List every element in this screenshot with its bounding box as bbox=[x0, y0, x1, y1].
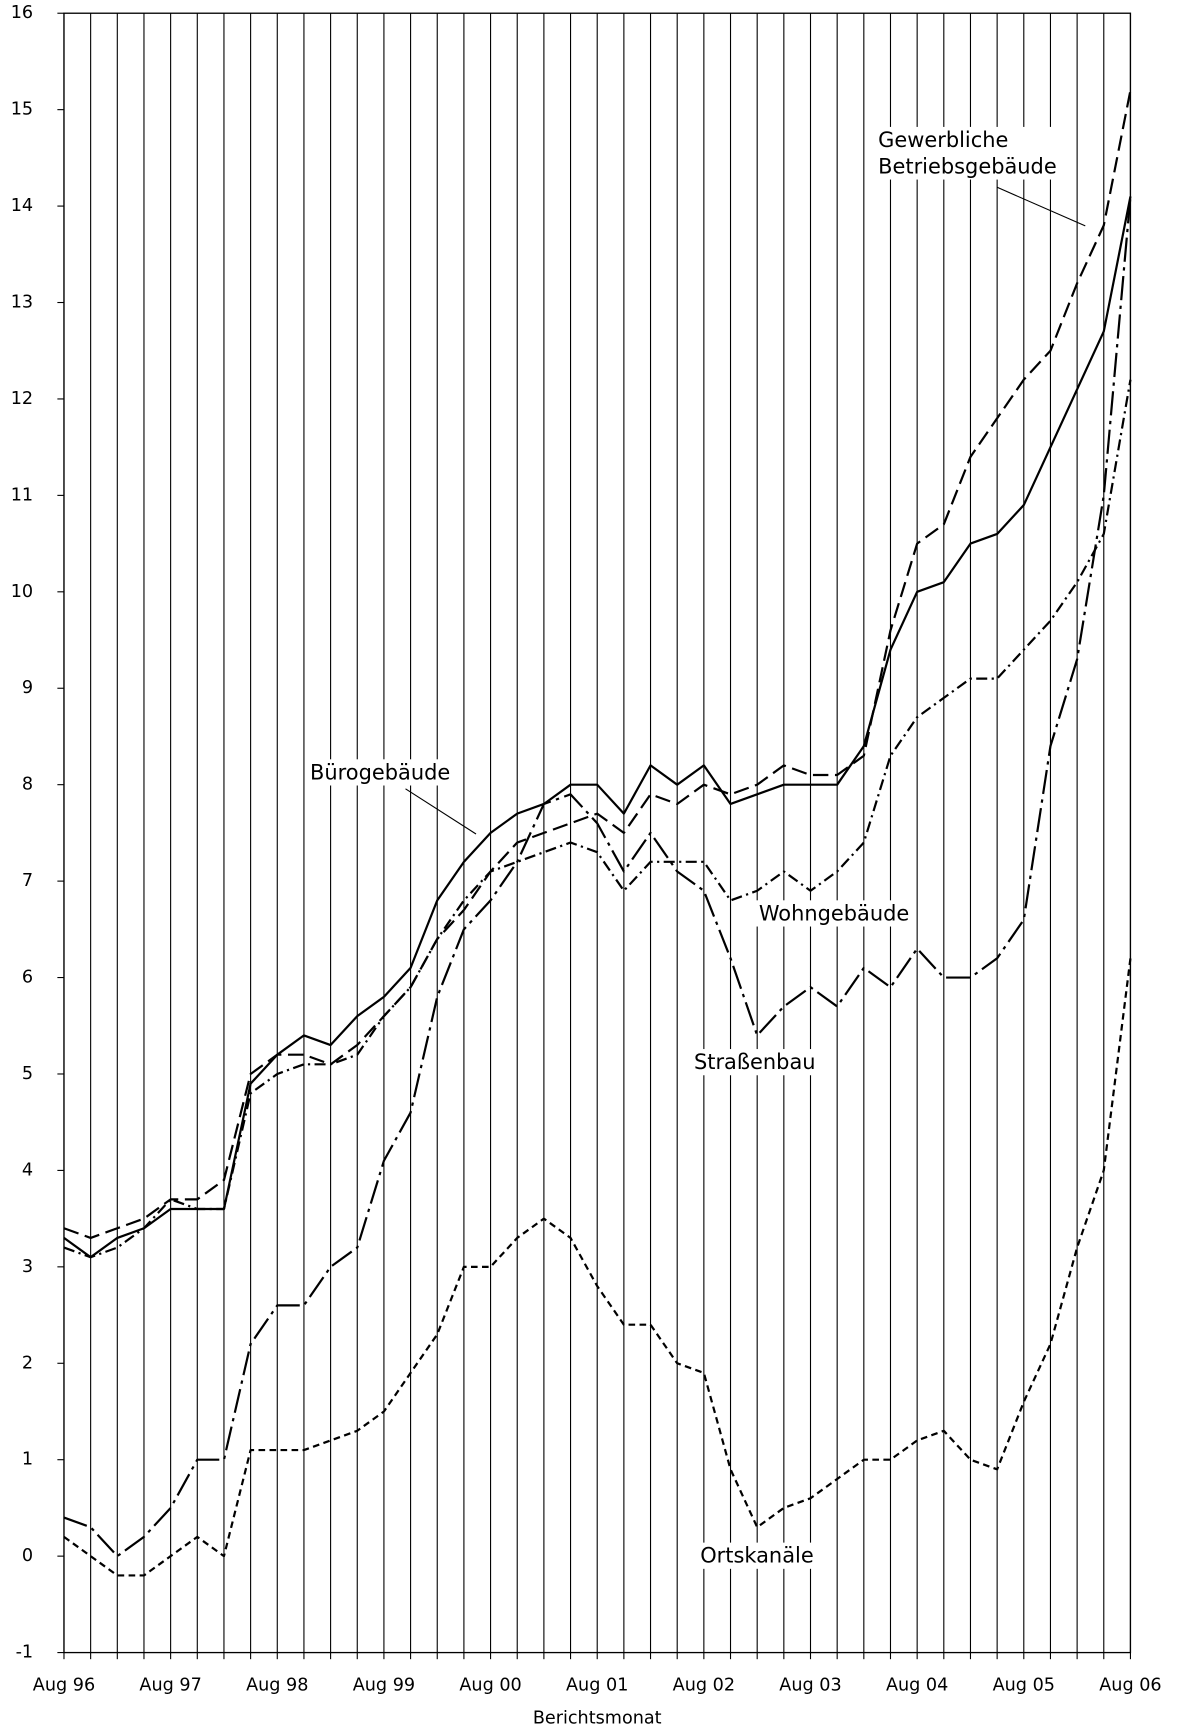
y-tick-label: 8 bbox=[22, 775, 33, 795]
x-tick-label: Aug 02 bbox=[673, 1676, 735, 1696]
series-line bbox=[63, 196, 1132, 1259]
x-tick-label: Aug 97 bbox=[139, 1676, 201, 1696]
x-tick-label: Aug 98 bbox=[246, 1676, 308, 1696]
y-tick-label: -1 bbox=[16, 1643, 34, 1663]
series-line bbox=[63, 958, 1132, 1577]
series-label: Bürogebäude bbox=[310, 760, 450, 784]
series-label: Ortskanäle bbox=[700, 1544, 814, 1568]
label-line: Gewerbliche bbox=[878, 128, 1008, 152]
x-tick-label: Aug 00 bbox=[459, 1676, 521, 1696]
y-tick-label: 9 bbox=[22, 678, 33, 698]
y-tick-label: 5 bbox=[22, 1064, 33, 1084]
y-tick-label: 12 bbox=[11, 389, 33, 409]
series-line bbox=[63, 90, 1132, 1240]
series-label: Straßenbau bbox=[694, 1050, 816, 1074]
plot-frame bbox=[63, 12, 1132, 1654]
series-line bbox=[63, 196, 1132, 1558]
label-background bbox=[874, 126, 1061, 180]
y-tick-label: 2 bbox=[22, 1353, 33, 1373]
label-background bbox=[306, 759, 454, 786]
label-line: Betriebsgebäude bbox=[878, 154, 1057, 178]
series-label: Wohngebäude bbox=[759, 901, 909, 925]
x-axis-label: Berichtsmonat bbox=[533, 1709, 662, 1729]
y-tick-label: 15 bbox=[11, 100, 33, 120]
y-tick-label: 4 bbox=[22, 1160, 33, 1180]
y-tick-label: 14 bbox=[11, 196, 33, 216]
y-tick-label: 11 bbox=[11, 485, 33, 505]
series-label: Gewerbliche Betriebsgebäude bbox=[878, 128, 1057, 178]
series-label-group: Gewerbliche Betriebsgebäude bbox=[874, 126, 1061, 180]
series-line bbox=[63, 379, 1132, 1259]
label-background bbox=[755, 900, 913, 927]
y-tick-label: 10 bbox=[11, 582, 33, 602]
y-tick-label: 16 bbox=[11, 3, 33, 23]
x-tick-label: Aug 99 bbox=[353, 1676, 415, 1696]
series-label-group: Bürogebäude bbox=[306, 759, 454, 786]
leader-line bbox=[996, 186, 1086, 227]
y-tick-label: 7 bbox=[22, 871, 33, 891]
y-tick-label: 3 bbox=[22, 1257, 33, 1277]
series-label-group: Straßenbau bbox=[690, 1049, 819, 1076]
x-tick-label: Aug 03 bbox=[779, 1676, 841, 1696]
label-background bbox=[690, 1049, 819, 1076]
series-label-group: Ortskanäle bbox=[696, 1542, 818, 1569]
y-tick-label: 6 bbox=[22, 968, 33, 988]
y-tick-label: 13 bbox=[11, 293, 33, 313]
leader-line bbox=[405, 788, 477, 835]
x-tick-label: Aug 01 bbox=[566, 1676, 628, 1696]
x-tick-label: Aug 04 bbox=[886, 1676, 948, 1696]
x-tick-label: Aug 96 bbox=[33, 1676, 95, 1696]
y-tick-label: 1 bbox=[22, 1450, 33, 1470]
series-label-group: Wohngebäude bbox=[755, 900, 913, 927]
x-tick-label: Aug 06 bbox=[1099, 1676, 1161, 1696]
y-tick-label: 0 bbox=[22, 1546, 33, 1566]
x-tick-label: Aug 05 bbox=[993, 1676, 1055, 1696]
label-background bbox=[696, 1542, 818, 1569]
